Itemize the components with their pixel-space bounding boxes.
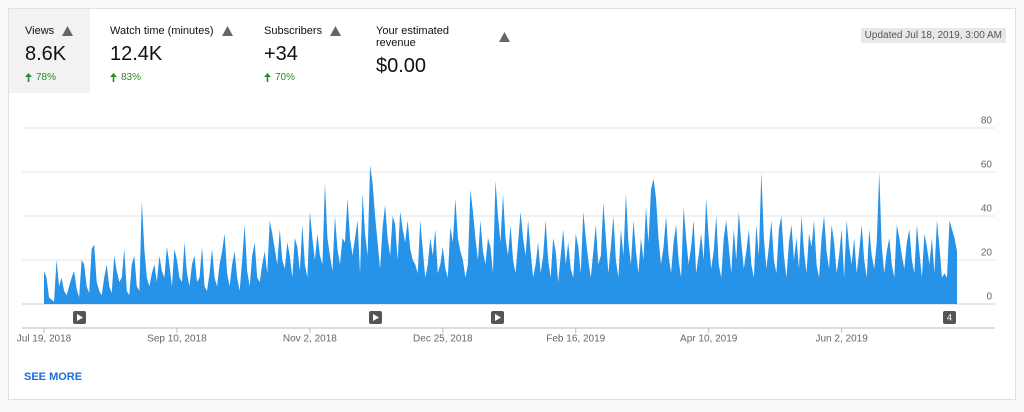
metric-change: 78%: [36, 72, 57, 83]
metric-label: Subscribers: [264, 25, 323, 37]
area: [44, 165, 957, 304]
metric-value: $0.00: [376, 55, 427, 77]
upload-marker: [369, 311, 382, 324]
y-tick-label: 40: [981, 204, 993, 215]
metric-change: 83%: [121, 72, 142, 83]
warning-icon: [330, 26, 342, 36]
upload-marker: [943, 311, 956, 324]
see-more-link[interactable]: SEE MORE: [24, 371, 83, 383]
y-tick-label: 80: [981, 116, 993, 127]
updated-badge: Updated Jul 18, 2019, 3:00 AM: [860, 28, 1006, 43]
x-tick-label: Jul 19, 2018: [17, 334, 72, 345]
x-tick-label: Sep 10, 2018: [147, 334, 207, 345]
marker-count: 4: [947, 312, 952, 322]
metric-tab[interactable]: Watch time (minutes) 12.4K 83%: [94, 9, 244, 93]
up-arrow: [264, 73, 271, 82]
y-tick-label: 0: [986, 292, 992, 303]
x-tick-label: Dec 25, 2018: [413, 334, 473, 345]
metric-label: Your estimated revenue: [376, 25, 449, 49]
warning-icon: [499, 32, 510, 42]
metric-change: 70%: [275, 72, 296, 83]
x-tick-label: Nov 2, 2018: [283, 334, 337, 345]
x-tick-label: Jun 2, 2019: [815, 334, 868, 345]
metric-tab[interactable]: Subscribers +34 70%: [248, 9, 353, 93]
warning-icon: [62, 26, 74, 36]
metric-value: 12.4K: [110, 43, 163, 65]
metric-tab[interactable]: Your estimated revenue $0.00: [360, 9, 510, 93]
upload-marker: [491, 311, 504, 324]
warning-icon: [221, 26, 233, 36]
up-arrow: [110, 73, 117, 82]
metric-value: +34: [264, 43, 298, 65]
metric-tab[interactable]: Views 8.6K 78%: [9, 9, 90, 93]
x-tick-label: Feb 16, 2019: [546, 334, 605, 345]
upload-marker: [73, 311, 86, 324]
up-arrow: [25, 73, 32, 82]
y-tick-label: 60: [981, 160, 993, 171]
metric-label: Views: [25, 25, 55, 37]
card: [8, 8, 1016, 400]
y-tick-label: 20: [981, 248, 993, 259]
x-tick-label: Apr 10, 2019: [680, 334, 738, 345]
metric-value: 8.6K: [25, 43, 67, 65]
metric-label: Watch time (minutes): [110, 25, 214, 37]
